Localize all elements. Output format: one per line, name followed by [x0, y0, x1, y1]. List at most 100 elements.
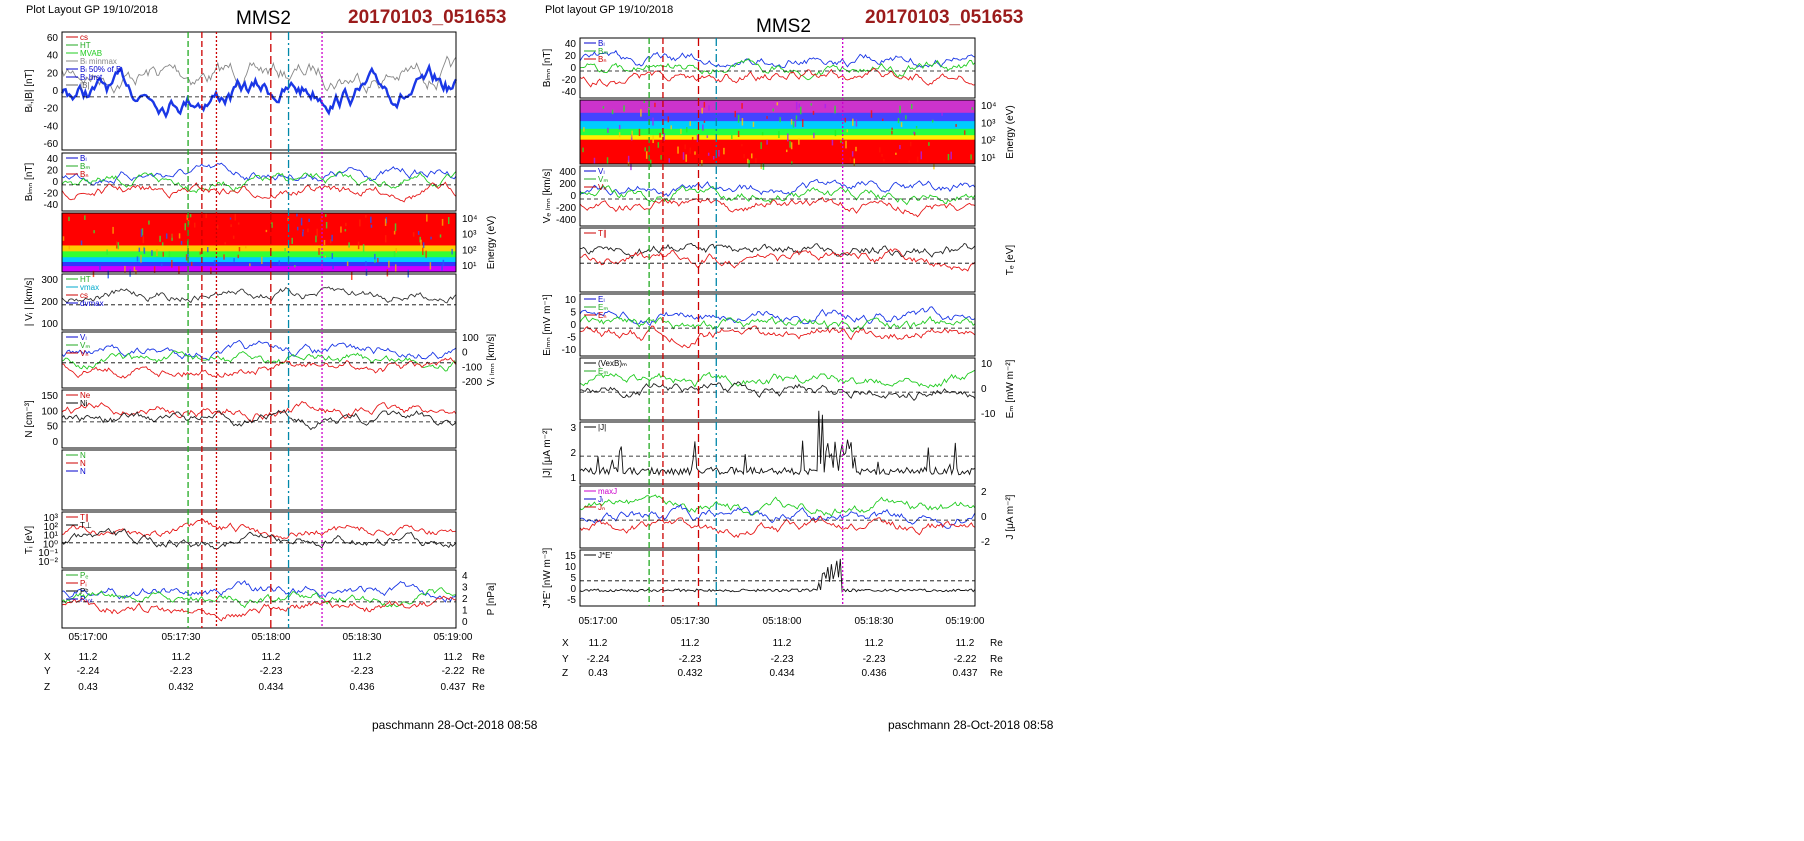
right-panel-4-frame: [579, 227, 976, 293]
right-footer: paschmann 28-Oct-2018 08:58: [888, 718, 1054, 732]
left-spectrogram-cell: [141, 228, 144, 236]
left-spectrogram-cell: [357, 241, 360, 250]
right-spectrogram-cell: [737, 114, 740, 123]
right-spectrogram-cell: [680, 128, 682, 135]
right-spectrogram-cell: [789, 141, 791, 148]
left-spectrogram-cell: [140, 229, 143, 238]
right-spectrogram-cell: [798, 103, 801, 108]
left-orbit-value: 11.2: [79, 652, 98, 663]
left-spectrogram-cell: [344, 229, 347, 232]
left-spectrogram-cell: [388, 260, 390, 268]
right-panel-7-tick-label: 1: [570, 473, 576, 484]
left-spectrogram-cell: [159, 235, 161, 242]
right-spectrogram-cell: [593, 157, 596, 164]
left-panel-9-series-2: [61, 587, 457, 609]
right-panel-2-tick-label: 10²: [981, 136, 996, 147]
left-panel-1-tick-label: 60: [47, 33, 59, 44]
left-spectrogram-cell: [331, 234, 333, 242]
right-orbit-value: 11.2: [773, 638, 792, 649]
right-spectrogram-cell: [883, 158, 885, 162]
left-spectrogram-cell: [230, 224, 232, 228]
right-spectrogram-cell: [701, 107, 703, 114]
left-spectrogram-cell: [307, 228, 309, 233]
left-spectrogram-cell: [441, 265, 443, 271]
right-spectrogram-cell: [812, 110, 815, 115]
right-spectrogram-cell: [702, 124, 704, 131]
right-legend-label: Bₗ: [598, 39, 605, 48]
right-spectrogram-cell: [645, 151, 648, 159]
right-legend-label: T∥: [598, 229, 607, 238]
right-panel-4: Tₑ [eV] T∥: [579, 227, 1016, 293]
right-panel-9-series-1: [579, 558, 976, 593]
left-time-tick-label: 05:19:00: [434, 632, 473, 643]
left-panel-6-tick-label: 100: [41, 406, 58, 417]
left-spectrogram-cell: [129, 269, 131, 277]
left-spectrogram-cell: [308, 218, 310, 223]
left-panel-9-series-1: [61, 580, 457, 603]
right-spectrogram-cell: [870, 110, 873, 118]
left-panel-6-tick-label: 150: [41, 391, 58, 402]
left-legend-label: |B|: [80, 81, 90, 90]
left-legend-label: T∥: [80, 513, 89, 522]
right-spectrogram-cell: [785, 149, 788, 153]
right-legend-label: maxJ: [598, 487, 617, 496]
left-spectrogram-cell: [393, 251, 396, 258]
right-spectrogram-cell: [791, 161, 793, 165]
left-panel-8-series-2: [61, 527, 457, 550]
right-spectrogram-cell: [845, 140, 847, 149]
left-spectrogram-cell: [140, 254, 142, 263]
left-spectrogram-cell: [300, 217, 303, 226]
right-spectrogram-cell: [879, 147, 881, 153]
left-panel-3-tick-label: 10⁴: [462, 214, 477, 225]
left-spectrogram-cell: [80, 240, 83, 246]
right-spectrogram-cell: [696, 134, 699, 143]
right-panel-1-ylabel: Bₗₘₙ [nT]: [542, 49, 553, 88]
left-panel-4-tick-label: 100: [41, 319, 58, 330]
left-spectrogram-cell: [171, 233, 173, 238]
left-spectrogram-cell: [156, 249, 158, 257]
left-legend-label: Bₗ: [80, 154, 87, 163]
left-panel-4-series-1: [61, 286, 457, 304]
right-spectrogram-cell: [761, 132, 764, 136]
right-panel-9-frame: [579, 549, 976, 607]
right-panel-9-tick-label: 15: [565, 551, 577, 562]
right-panel-9-tick-label: 5: [570, 573, 576, 584]
left-spectrogram-band-5: [62, 261, 456, 267]
left-spectrogram-band-6: [62, 266, 456, 273]
left-panel-8-frame: [61, 511, 457, 569]
right-panel-3-tick-label: 400: [559, 167, 576, 178]
right-spectrogram-cell: [618, 124, 621, 130]
right-time-tick-label: 05:18:30: [855, 616, 894, 627]
left-panel-2-frame: [61, 152, 457, 212]
right-panel-3-tick-label: 200: [559, 179, 576, 190]
left-spectrogram-cell: [359, 219, 361, 227]
left-spectrogram-cell: [447, 217, 450, 225]
left-header: Plot Layout GP 19/10/2018: [26, 4, 158, 16]
left-panel-1-tick-label: 20: [47, 68, 59, 79]
left-spectrogram-cell: [68, 245, 71, 250]
right-orbit-label-y: Y: [562, 654, 569, 665]
left-panel-1-tick-label: -20: [44, 104, 59, 115]
left-plot-title: MMS2: [236, 8, 291, 29]
right-legend-label: Vₙ: [598, 183, 607, 192]
left-legend-label: cs: [80, 291, 88, 300]
left-orbit-value: -2.23: [170, 666, 193, 677]
left-spectrogram-cell: [302, 229, 304, 232]
left-panel-4-tick-label: 300: [41, 275, 58, 286]
right-spectrogram-cell: [670, 125, 672, 130]
right-orbit-value: 11.2: [681, 638, 700, 649]
right-orbit-unit: Re: [990, 668, 1003, 679]
right-panel-9-tick-label: -5: [567, 595, 576, 606]
left-panel-5-frame: [61, 331, 457, 389]
left-panel-1-tick-label: 0: [52, 86, 58, 97]
right-spectrogram-cell: [686, 126, 688, 133]
left-orbit-value: 0.432: [168, 682, 193, 693]
left-spectrogram-cell: [106, 249, 108, 255]
right-event-id: 20170103_051653: [865, 7, 1024, 28]
right-panel-8-series-2: [579, 503, 976, 529]
left-footer: paschmann 28-Oct-2018 08:58: [372, 718, 538, 732]
right-panel-3-tick-label: 0: [570, 191, 576, 202]
